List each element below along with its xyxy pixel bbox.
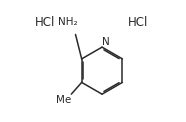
Text: HCl: HCl (128, 16, 148, 29)
Text: N: N (102, 37, 110, 47)
Text: Me: Me (56, 95, 72, 105)
Text: HCl: HCl (35, 16, 55, 29)
Text: NH₂: NH₂ (58, 17, 78, 27)
